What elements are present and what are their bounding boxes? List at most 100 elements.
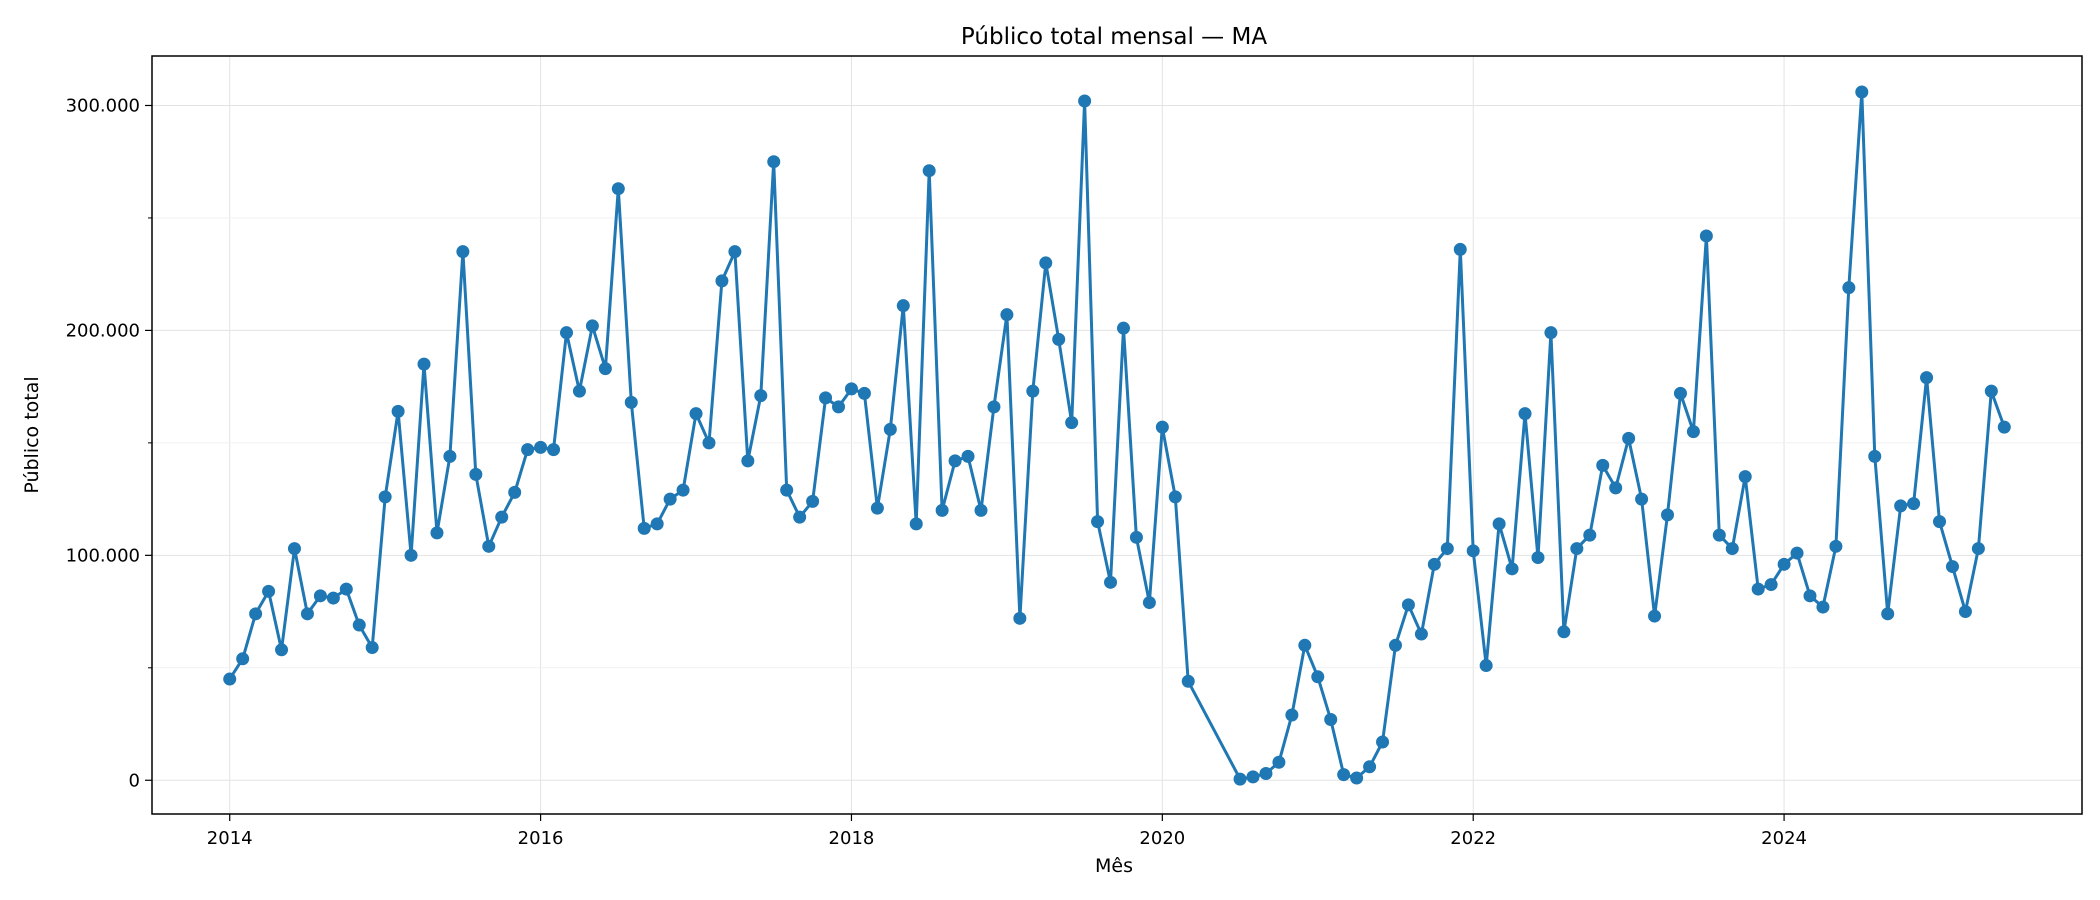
data-point bbox=[1142, 596, 1156, 610]
data-point bbox=[559, 326, 573, 340]
data-point bbox=[236, 652, 250, 666]
data-point bbox=[1686, 425, 1700, 439]
data-point bbox=[1971, 542, 1985, 556]
data-point bbox=[1868, 449, 1882, 463]
data-point bbox=[1065, 416, 1079, 430]
data-point bbox=[1777, 557, 1791, 571]
data-point bbox=[547, 443, 561, 457]
x-tick-label: 2018 bbox=[829, 828, 875, 849]
data-point bbox=[391, 404, 405, 418]
data-point bbox=[624, 395, 638, 409]
data-point bbox=[650, 517, 664, 531]
data-point bbox=[339, 582, 353, 596]
data-point bbox=[508, 485, 522, 499]
data-point bbox=[987, 400, 1001, 414]
x-tick-label: 2022 bbox=[1450, 828, 1496, 849]
data-point bbox=[1518, 407, 1532, 421]
chart-title: Público total mensal — MA bbox=[961, 24, 1267, 50]
data-point bbox=[754, 389, 768, 403]
data-point bbox=[1091, 515, 1105, 529]
data-point bbox=[1324, 713, 1338, 727]
data-point bbox=[961, 449, 975, 463]
data-point bbox=[1285, 708, 1299, 722]
data-point bbox=[585, 319, 599, 333]
data-point bbox=[767, 155, 781, 169]
data-point bbox=[275, 643, 289, 657]
data-point bbox=[1725, 542, 1739, 556]
data-point bbox=[1764, 578, 1778, 592]
y-tick-label: 0 bbox=[129, 770, 140, 791]
data-point bbox=[1544, 326, 1558, 340]
data-point bbox=[534, 440, 548, 454]
data-point bbox=[974, 503, 988, 517]
data-point bbox=[728, 245, 742, 259]
data-point bbox=[663, 492, 677, 506]
data-point bbox=[806, 494, 820, 508]
data-point bbox=[352, 618, 366, 632]
data-point bbox=[1492, 517, 1506, 531]
data-point bbox=[1116, 321, 1130, 335]
data-point bbox=[844, 382, 858, 396]
data-point bbox=[1984, 384, 1998, 398]
data-point bbox=[1699, 229, 1713, 243]
data-point bbox=[883, 422, 897, 436]
data-point bbox=[417, 357, 431, 371]
data-point bbox=[1000, 308, 1014, 322]
data-point bbox=[1259, 767, 1273, 781]
data-point bbox=[1855, 85, 1869, 99]
data-point bbox=[1246, 770, 1260, 784]
data-point bbox=[443, 449, 457, 463]
data-point bbox=[715, 274, 729, 288]
y-tick-label: 100.000 bbox=[66, 545, 140, 566]
data-point bbox=[935, 503, 949, 517]
data-point bbox=[922, 164, 936, 178]
data-point bbox=[1453, 242, 1467, 256]
data-point bbox=[469, 467, 483, 481]
data-point bbox=[1596, 458, 1610, 472]
y-axis-title: Público total bbox=[21, 376, 43, 493]
data-point bbox=[611, 182, 625, 196]
y-axis: 0 100.000 200.000 300.000 bbox=[66, 95, 152, 791]
data-point bbox=[689, 407, 703, 421]
data-point bbox=[313, 589, 327, 603]
data-point bbox=[300, 607, 314, 621]
data-point bbox=[909, 517, 923, 531]
data-point bbox=[1635, 492, 1649, 506]
data-point bbox=[572, 384, 586, 398]
data-point bbox=[365, 641, 379, 655]
data-point bbox=[1842, 281, 1856, 295]
x-axis-title: Mês bbox=[1095, 855, 1133, 877]
data-point bbox=[1622, 431, 1636, 445]
data-point bbox=[1337, 768, 1351, 782]
data-point bbox=[1790, 546, 1804, 560]
x-tick-label: 2020 bbox=[1139, 828, 1185, 849]
data-point bbox=[676, 483, 690, 497]
data-point bbox=[1570, 542, 1584, 556]
data-point bbox=[1427, 557, 1441, 571]
data-point bbox=[1531, 551, 1545, 565]
data-point bbox=[793, 510, 807, 524]
data-point bbox=[1155, 420, 1169, 434]
data-point bbox=[1026, 384, 1040, 398]
data-point bbox=[1557, 625, 1571, 639]
data-point bbox=[404, 548, 418, 562]
data-point bbox=[1712, 528, 1726, 542]
data-point bbox=[1881, 607, 1895, 621]
data-point bbox=[1829, 539, 1843, 553]
data-point bbox=[262, 584, 276, 598]
data-point bbox=[1298, 638, 1312, 652]
data-point bbox=[1401, 598, 1415, 612]
data-point bbox=[1350, 771, 1364, 785]
data-point bbox=[287, 542, 301, 556]
data-point bbox=[1673, 386, 1687, 400]
data-point bbox=[1311, 670, 1325, 684]
data-point bbox=[1181, 674, 1195, 688]
data-point bbox=[249, 607, 263, 621]
data-point bbox=[1648, 609, 1662, 623]
data-point bbox=[1078, 94, 1092, 108]
data-point bbox=[1894, 499, 1908, 513]
data-point bbox=[378, 490, 392, 504]
data-point bbox=[1997, 420, 2011, 434]
